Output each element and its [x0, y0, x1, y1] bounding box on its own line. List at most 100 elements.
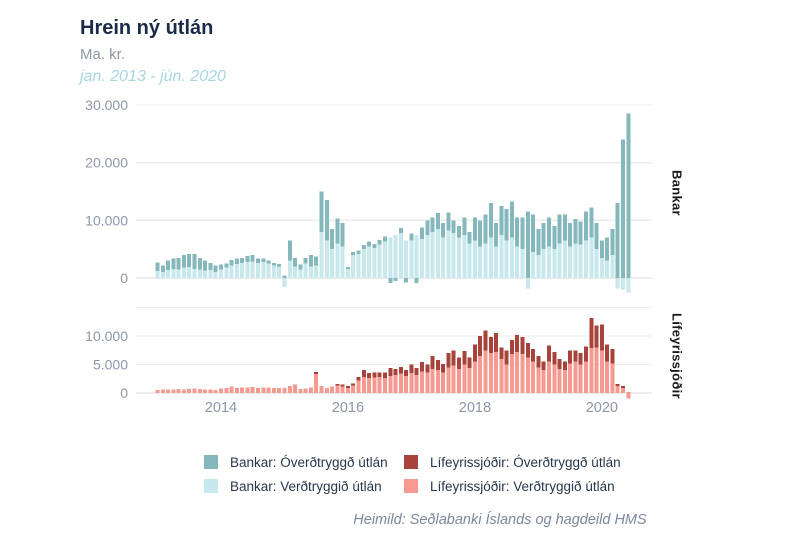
bar-lífeyrissjóðir-segment [345, 386, 350, 388]
bar-bankar-segment [594, 249, 599, 278]
bar-bankar-segment [626, 113, 631, 279]
bar-lífeyrissjóðir-segment [308, 387, 313, 393]
bar-lífeyrissjóðir-segment [335, 385, 340, 393]
bar-bankar-segment [250, 254, 255, 262]
bar-lífeyrissjóðir-segment [462, 364, 467, 393]
bar-lífeyrissjóðir-segment [393, 369, 398, 375]
bar-lífeyrissjóðir-segment [430, 369, 435, 393]
bar-lífeyrissjóðir-segment [425, 372, 430, 393]
bar-lífeyrissjóðir-segment [557, 369, 562, 393]
legend-column-pension: Lífeyrissjóðir: Óverðtryggð útlán Lífeyr… [404, 455, 621, 503]
bar-lífeyrissjóðir-segment [303, 388, 308, 393]
bar-lífeyrissjóðir-segment [208, 389, 213, 393]
bar-bankar-segment [181, 267, 186, 278]
bar-lífeyrissjóðir-segment [546, 345, 551, 362]
bar-lífeyrissjóðir-segment [462, 350, 467, 365]
y-tick-label: 20.000 [85, 155, 128, 171]
bar-bankar-segment [451, 233, 456, 278]
bar-bankar-segment [552, 249, 557, 278]
bar-lífeyrissjóðir-segment [494, 351, 499, 393]
bar-lífeyrissjóðir-segment [330, 386, 335, 393]
bar-lífeyrissjóðir-segment [541, 361, 546, 371]
bar-lífeyrissjóðir-segment [525, 342, 530, 358]
bar-bankar-segment [330, 228, 335, 250]
bar-lífeyrissjóðir-segment [483, 350, 488, 393]
bar-bankar-segment [599, 257, 604, 278]
bar-bankar-segment [160, 272, 165, 278]
bar-bankar-segment [557, 214, 562, 244]
bar-lífeyrissjóðir-segment [367, 378, 372, 393]
bar-bankar-segment [435, 228, 440, 278]
bar-bankar-segment [192, 253, 197, 269]
bar-bankar-segment [356, 250, 361, 254]
x-tick-label: 2018 [459, 400, 491, 416]
y-tick-label: 5.000 [93, 357, 128, 373]
bar-bankar-segment [589, 207, 594, 238]
bar-lífeyrissjóðir-segment [441, 372, 446, 393]
bar-bankar-segment [160, 265, 165, 273]
bar-bankar-segment [483, 243, 488, 278]
bar-lífeyrissjóðir-segment [367, 373, 372, 379]
bar-bankar-segment [430, 231, 435, 278]
bar-bankar-segment [525, 211, 530, 278]
bar-bankar-segment [467, 243, 472, 278]
bar-bankar-segment [181, 254, 186, 268]
bar-bankar-segment [583, 240, 588, 278]
bar-lífeyrissjóðir-segment [187, 389, 192, 393]
bar-bankar-segment [245, 261, 250, 278]
bar-bankar-segment [509, 201, 514, 238]
bar-lífeyrissjóðir-segment [203, 389, 208, 393]
bar-lífeyrissjóðir-segment [171, 389, 176, 393]
bar-bankar-segment [388, 278, 393, 284]
bar-bankar-segment [192, 268, 197, 278]
bar-lífeyrissjóðir-segment [578, 364, 583, 393]
x-tick-label: 2020 [586, 400, 618, 416]
page-title: Hrein ný útlán [80, 17, 214, 39]
bar-lífeyrissjóðir-segment [420, 362, 424, 372]
bar-bankar-segment [499, 205, 504, 235]
bar-lífeyrissjóðir-segment [420, 371, 424, 393]
bar-bankar-segment [531, 214, 536, 253]
bar-bankar-segment [605, 260, 610, 278]
bar-bankar-segment [351, 252, 356, 255]
bar-lífeyrissjóðir-segment [414, 367, 419, 375]
bar-bankar-segment [171, 258, 176, 269]
bar-bankar-segment [599, 240, 604, 258]
bar-bankar-segment [615, 278, 620, 289]
bar-bankar-segment [621, 139, 626, 278]
bar-bankar-segment [266, 263, 271, 278]
bar-bankar-segment [340, 246, 345, 278]
bar-bankar-segment [197, 257, 202, 270]
bar-lífeyrissjóðir-segment [541, 370, 546, 393]
bar-bankar-segment [562, 214, 567, 241]
bar-lífeyrissjóðir-segment [583, 361, 588, 393]
bar-lífeyrissjóðir-segment [472, 344, 477, 362]
bar-bankar-segment [261, 261, 266, 278]
bar-lífeyrissjóðir-segment [351, 383, 356, 386]
bar-bankar-segment [319, 191, 324, 232]
panel-label-lifeyrissjodir: Lífeyrissjóðir [669, 313, 685, 399]
bar-lífeyrissjóðir-segment [525, 357, 530, 393]
bar-bankar-segment [314, 265, 319, 278]
bar-bankar-segment [504, 240, 509, 278]
bar-lífeyrissjóðir-segment [536, 367, 541, 393]
y-tick-label: 0 [120, 270, 128, 286]
bar-lífeyrissjóðir-segment [562, 370, 567, 393]
bar-lífeyrissjóðir-segment [240, 387, 245, 393]
bar-lífeyrissjóðir-segment [213, 389, 218, 393]
bar-lífeyrissjóðir-segment [478, 355, 483, 393]
bar-lífeyrissjóðir-segment [271, 387, 276, 393]
bar-bankar-segment [240, 263, 245, 278]
bar-lífeyrissjóðir-segment [388, 367, 393, 376]
bar-bankar-segment [605, 237, 610, 261]
bar-lífeyrissjóðir-segment [229, 386, 234, 393]
bar-bankar-segment [478, 220, 483, 247]
bar-lífeyrissjóðir-segment [398, 373, 403, 393]
bar-lífeyrissjóðir-segment [356, 377, 361, 381]
bar-bankar-segment [367, 241, 372, 247]
bar-bankar-segment [509, 237, 514, 278]
bar-bankar-segment [425, 234, 430, 278]
bar-bankar-segment [409, 233, 414, 241]
bar-lífeyrissjóðir-segment [277, 388, 282, 393]
bar-lífeyrissjóðir-segment [393, 374, 398, 393]
